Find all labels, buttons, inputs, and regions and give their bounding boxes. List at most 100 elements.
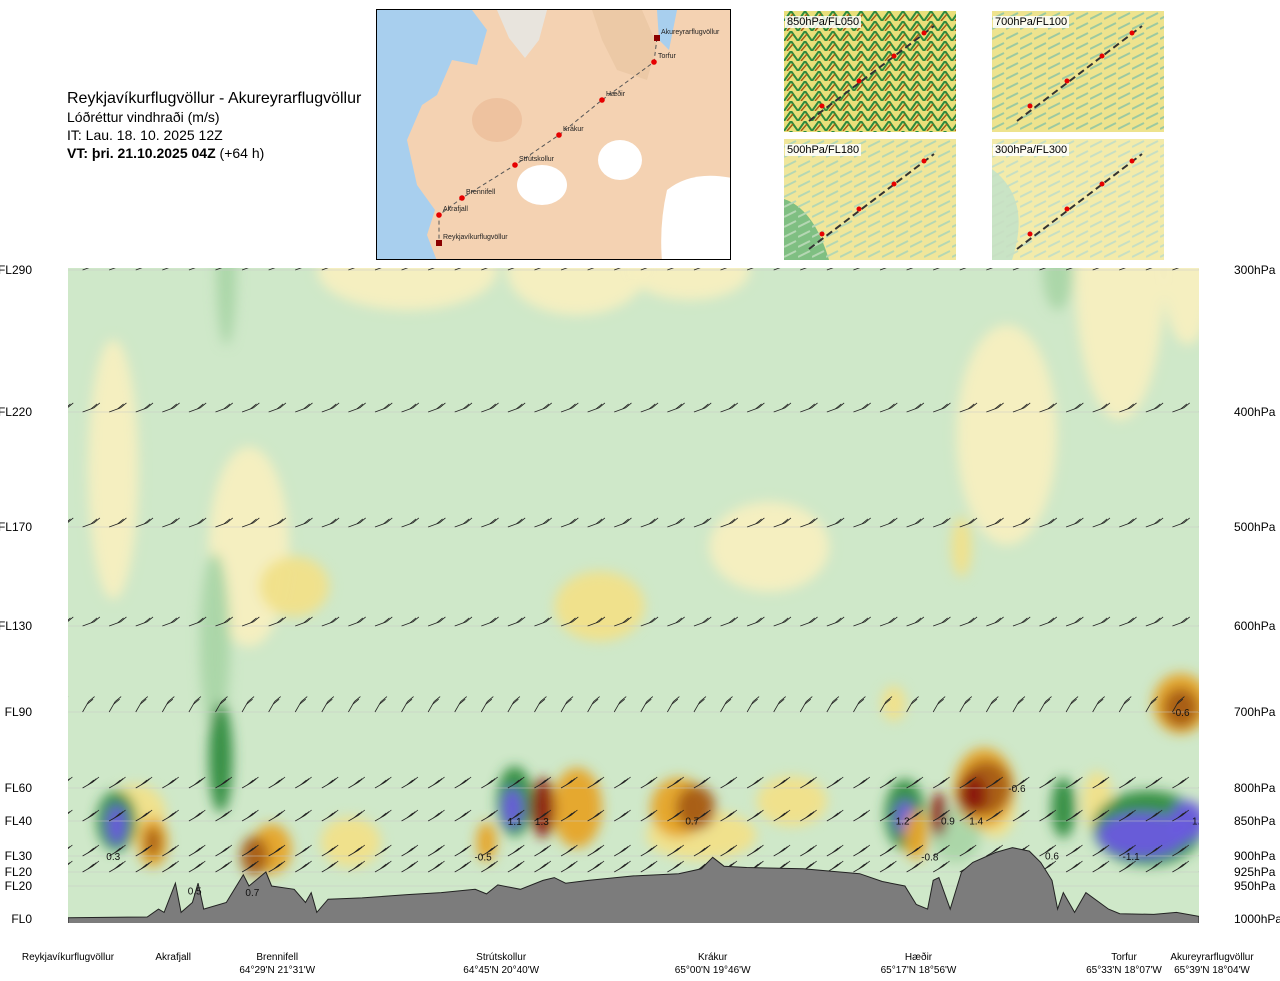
wind-barb [933, 402, 951, 413]
wind-barb [374, 402, 393, 413]
wind-barb [241, 268, 249, 271]
wind-barb [534, 268, 542, 271]
pressure-label: 800hPa [1234, 781, 1276, 795]
wind-barb [959, 844, 977, 857]
wind-barb [959, 809, 977, 822]
wind-barb [215, 268, 223, 271]
wind-barb [800, 402, 818, 413]
field-cell-10 [554, 571, 645, 642]
valid-time-date: VT: þri. 21.10.2025 04Z [67, 145, 216, 161]
wind-barb [1198, 787, 1199, 788]
wind-barb [295, 844, 312, 857]
wind-barb [374, 616, 393, 627]
wind-barb [1039, 809, 1057, 822]
wind-barb [348, 696, 361, 713]
extrema-label: 0.9 [941, 816, 955, 827]
wind-barb [746, 696, 760, 713]
wind-barb [321, 844, 339, 857]
wind-barb [1092, 776, 1110, 789]
wind-barb [560, 517, 579, 528]
wind-barb [693, 809, 711, 822]
wind-barb [427, 809, 445, 822]
wind-barb [614, 402, 632, 413]
extrema-label: 1.3 [535, 817, 549, 828]
wind-barb [507, 860, 525, 873]
wind-barb [959, 517, 978, 528]
level-map-300-label: 300hPa/FL300 [993, 144, 1070, 156]
wind-barb [321, 860, 339, 873]
wind-barb [1065, 776, 1083, 789]
wind-barb [720, 616, 739, 627]
map-place-label: Brennifell [466, 189, 496, 196]
wind-barb [986, 616, 1004, 627]
wind-barb [640, 402, 659, 413]
wind-barb [587, 616, 606, 627]
wind-barb [667, 616, 685, 627]
valid-time: VT: þri. 21.10.2025 04Z (+64 h) [67, 144, 361, 162]
wind-barb [1065, 860, 1083, 873]
wind-barb [454, 860, 472, 873]
wind-barb [560, 809, 578, 822]
wind-barb [614, 776, 631, 789]
wind-barb [1065, 809, 1083, 822]
wind-barb [693, 696, 707, 713]
wind-barb [1065, 268, 1073, 271]
wind-barb [853, 402, 871, 413]
wind-barb [109, 402, 127, 413]
wind-barb [534, 860, 552, 873]
waypoint-name: Akrafjall [155, 952, 191, 963]
wind-barb [1172, 517, 1190, 528]
wind-barb [108, 696, 122, 713]
wind-barb [1198, 269, 1199, 270]
wind-barb [108, 860, 126, 873]
wind-barb [241, 776, 259, 789]
wind-barb [135, 402, 154, 413]
wind-barb [215, 616, 234, 627]
map-place-label: Akureyrarflugvöllur [661, 29, 720, 36]
wind-barb [1039, 268, 1047, 271]
flight-level-label: FL130 [0, 619, 32, 633]
wind-barb [879, 517, 898, 528]
wind-barb [188, 402, 207, 413]
wind-barb [454, 517, 473, 528]
waypoint-coord: 65°00'N 19°46'W [675, 965, 751, 976]
wind-barb [906, 402, 925, 413]
wind-barb [68, 517, 74, 523]
waypoint-coord: 65°39'N 18°04'W [1174, 965, 1250, 976]
field-cell-47 [531, 777, 556, 838]
wind-barb [268, 776, 286, 789]
wind-barb [879, 776, 897, 789]
wind-barb [667, 517, 685, 528]
wind-barb [162, 402, 180, 413]
pressure-axis: 300hPa 400hPa 500hPa 600hPa 700hPa 800hPa 850h… [1234, 263, 1280, 926]
wind-barb [720, 696, 733, 713]
wind-barb [693, 517, 712, 528]
wind-barb [1172, 776, 1190, 789]
wind-barb [826, 844, 844, 857]
flight-level-label: FL0 [11, 912, 32, 926]
wind-barb [853, 809, 871, 822]
wind-barb [773, 696, 786, 713]
valid-time-offset: (+64 h) [219, 145, 265, 161]
wind-barb [853, 268, 861, 271]
wind-barb [746, 616, 765, 627]
wind-barb [188, 844, 206, 857]
field-cell-19 [216, 268, 237, 345]
wind-barb [1119, 860, 1136, 873]
wind-barb [428, 616, 446, 627]
wind-barb [108, 844, 126, 857]
wind-barb [1065, 402, 1084, 413]
wind-barb [241, 844, 259, 857]
flight-level-label: FL90 [5, 705, 33, 719]
wind-barb [454, 616, 473, 627]
wind-barb [853, 517, 871, 528]
wind-barb [1119, 844, 1136, 857]
wind-barb [640, 860, 658, 873]
wind-barb [162, 517, 180, 528]
wind-barb [374, 776, 392, 789]
wind-barb [507, 268, 515, 271]
flight-level-label: FL20 [5, 865, 33, 879]
wind-barb [321, 616, 340, 627]
wind-barb [109, 268, 116, 271]
wind-barb [667, 696, 680, 713]
